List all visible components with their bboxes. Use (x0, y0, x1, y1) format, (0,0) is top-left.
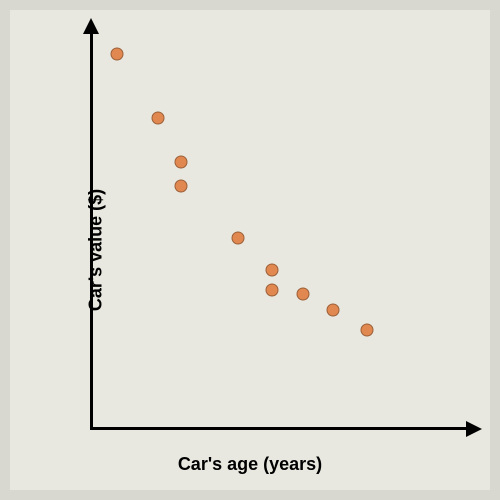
y-axis-label: Car's value ($) (86, 189, 107, 311)
scatter-point (266, 284, 279, 297)
scatter-point (152, 112, 165, 125)
scatter-point (296, 288, 309, 301)
scatter-point (175, 156, 188, 169)
scatter-point (175, 180, 188, 193)
x-axis (90, 427, 470, 430)
scatter-point (361, 324, 374, 337)
plot-area (90, 30, 470, 430)
scatter-point (266, 264, 279, 277)
chart-container: Car's value ($) Car's age (years) (10, 10, 490, 490)
scatter-point (110, 48, 123, 61)
scatter-point (327, 304, 340, 317)
x-axis-label: Car's age (years) (178, 454, 322, 475)
scatter-point (232, 232, 245, 245)
x-axis-arrow (466, 421, 482, 437)
y-axis-arrow (83, 18, 99, 34)
